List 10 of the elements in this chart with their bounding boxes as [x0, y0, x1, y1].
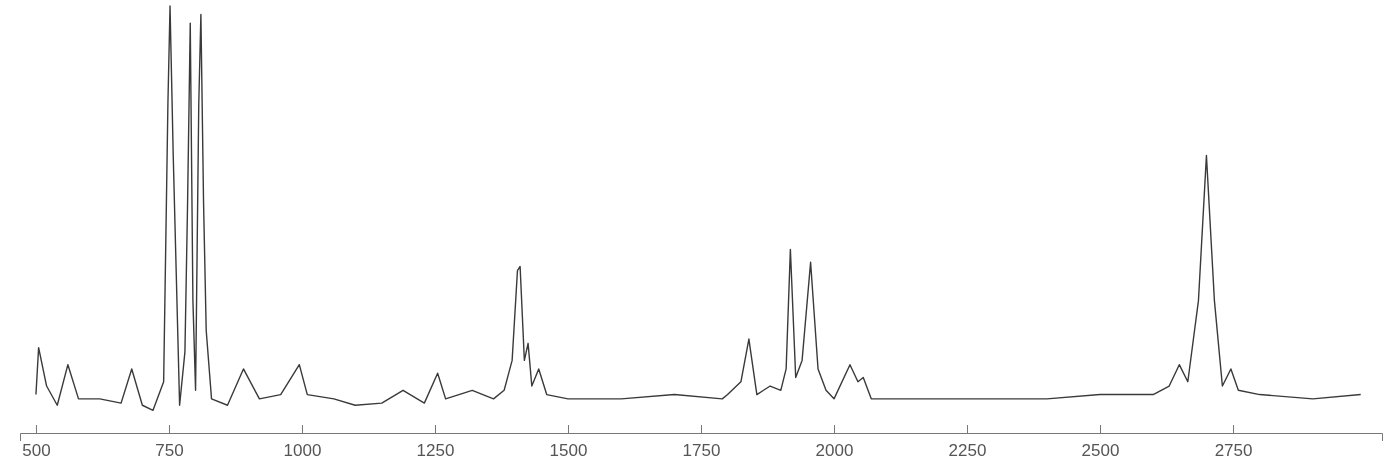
x-tick-label: 2750	[1214, 441, 1253, 461]
x-tick-label: 1750	[682, 441, 721, 461]
x-tick-label: 1250	[416, 441, 455, 461]
x-tick-label: 2500	[1081, 441, 1120, 461]
x-tick-label: 2250	[948, 441, 987, 461]
x-tick-label: 750	[155, 441, 184, 461]
x-tick-label: 2000	[815, 441, 854, 461]
x-tick-label: 1000	[283, 441, 322, 461]
x-tick-label: 500	[22, 441, 51, 461]
x-tick-label: 1500	[549, 441, 588, 461]
